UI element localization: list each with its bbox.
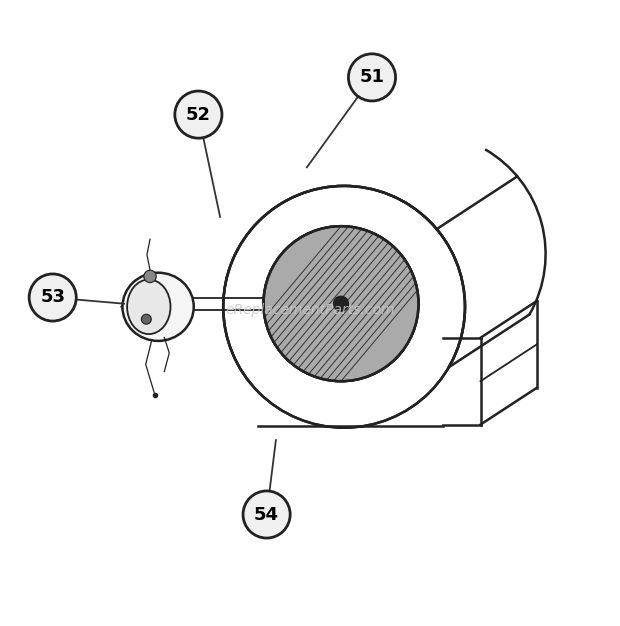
Circle shape <box>141 314 151 324</box>
Circle shape <box>334 296 348 311</box>
Circle shape <box>264 226 418 381</box>
Circle shape <box>29 274 76 321</box>
Text: eReplacementParts.com: eReplacementParts.com <box>225 303 395 317</box>
Circle shape <box>348 54 396 101</box>
Text: 54: 54 <box>254 506 279 523</box>
Text: 51: 51 <box>360 68 384 86</box>
Circle shape <box>144 270 156 282</box>
Circle shape <box>175 91 222 138</box>
Text: 53: 53 <box>40 289 65 307</box>
Ellipse shape <box>127 280 170 334</box>
Text: 52: 52 <box>186 106 211 123</box>
Circle shape <box>243 491 290 538</box>
Ellipse shape <box>122 273 193 341</box>
